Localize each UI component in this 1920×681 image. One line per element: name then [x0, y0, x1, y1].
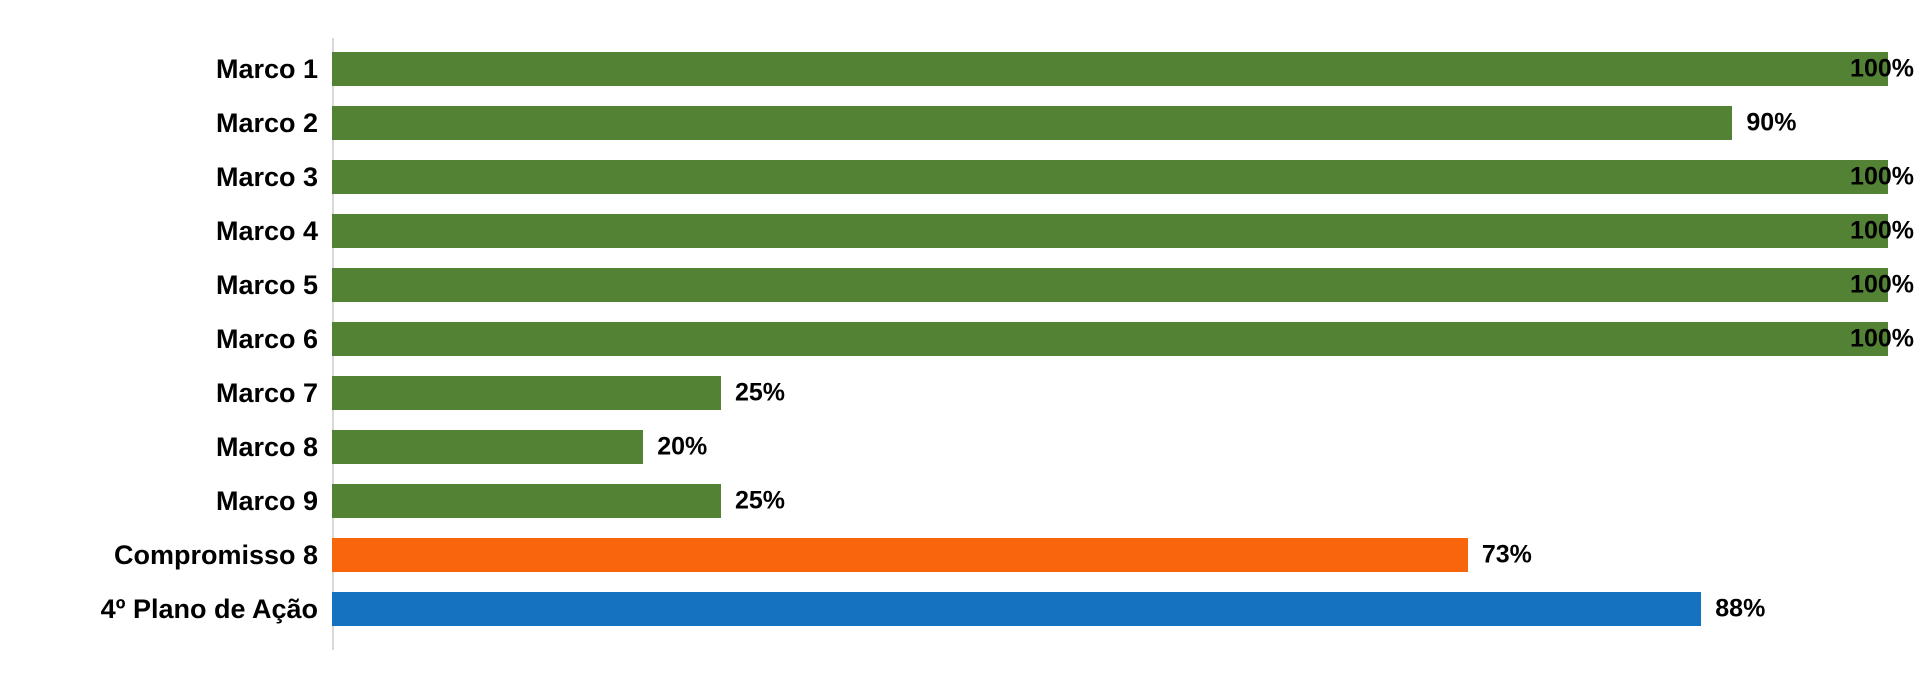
value-label: 100%: [1850, 270, 1914, 299]
bar: [332, 106, 1733, 140]
bar: [332, 322, 1888, 356]
plot-area: 73%: [332, 528, 1888, 582]
chart-row: Marco 4 100%: [0, 204, 1920, 258]
value-label: 100%: [1850, 162, 1914, 191]
plot-area: 100%: [332, 312, 1914, 366]
plot-area: 100%: [332, 150, 1914, 204]
chart-row: Marco 2 90%: [0, 96, 1920, 150]
category-label: Marco 3: [215, 161, 318, 192]
chart-row: Marco 3 100%: [0, 150, 1920, 204]
plot-area: 90%: [332, 96, 1888, 150]
category-label: Marco 9: [215, 485, 318, 516]
chart-row: Marco 8 20%: [0, 420, 1920, 474]
category-label: Marco 7: [215, 377, 318, 408]
category-label: Marco 2: [215, 107, 318, 138]
bar: [332, 430, 644, 464]
category-label: Marco 5: [215, 269, 318, 300]
bar: [332, 268, 1888, 302]
bar: [332, 52, 1888, 86]
value-label: 25%: [735, 378, 786, 407]
chart-row: 4º Plano de Ação 88%: [0, 582, 1920, 636]
plot-area: 100%: [332, 42, 1914, 96]
category-label: Marco 6: [215, 323, 318, 354]
category-label: Compromisso 8: [113, 539, 318, 570]
chart-row: Marco 6 100%: [0, 312, 1920, 366]
value-label: 73%: [1481, 540, 1532, 569]
category-label: 4º Plano de Ação: [100, 593, 318, 624]
bar: [332, 376, 721, 410]
plot-area: 88%: [332, 582, 1888, 636]
value-label: 88%: [1715, 594, 1766, 623]
chart-row: Marco 5 100%: [0, 258, 1920, 312]
plot-area: 25%: [332, 366, 1888, 420]
bar-chart: Marco 1 100% Marco 2 90% Marco 3 100% Marco 4 1…: [0, 42, 1920, 636]
value-label: 25%: [735, 486, 786, 515]
bar: [332, 214, 1888, 248]
plot-area: 100%: [332, 204, 1914, 258]
chart-row: Marco 1 100%: [0, 42, 1920, 96]
category-label: Marco 4: [215, 215, 318, 246]
chart-row: Marco 7 25%: [0, 366, 1920, 420]
value-label: 100%: [1850, 324, 1914, 353]
plot-area: 25%: [332, 474, 1888, 528]
bar: [332, 484, 721, 518]
plot-area: 20%: [332, 420, 1888, 474]
value-label: 90%: [1746, 108, 1797, 137]
chart-row: Marco 9 25%: [0, 474, 1920, 528]
value-label: 100%: [1850, 216, 1914, 245]
bar: [332, 592, 1702, 626]
bar: [332, 160, 1888, 194]
chart-row: Compromisso 8 73%: [0, 528, 1920, 582]
plot-area: 100%: [332, 258, 1914, 312]
value-label: 20%: [657, 432, 708, 461]
category-label: Marco 1: [215, 53, 318, 84]
bar: [332, 538, 1468, 572]
value-label: 100%: [1850, 54, 1914, 83]
category-label: Marco 8: [215, 431, 318, 462]
